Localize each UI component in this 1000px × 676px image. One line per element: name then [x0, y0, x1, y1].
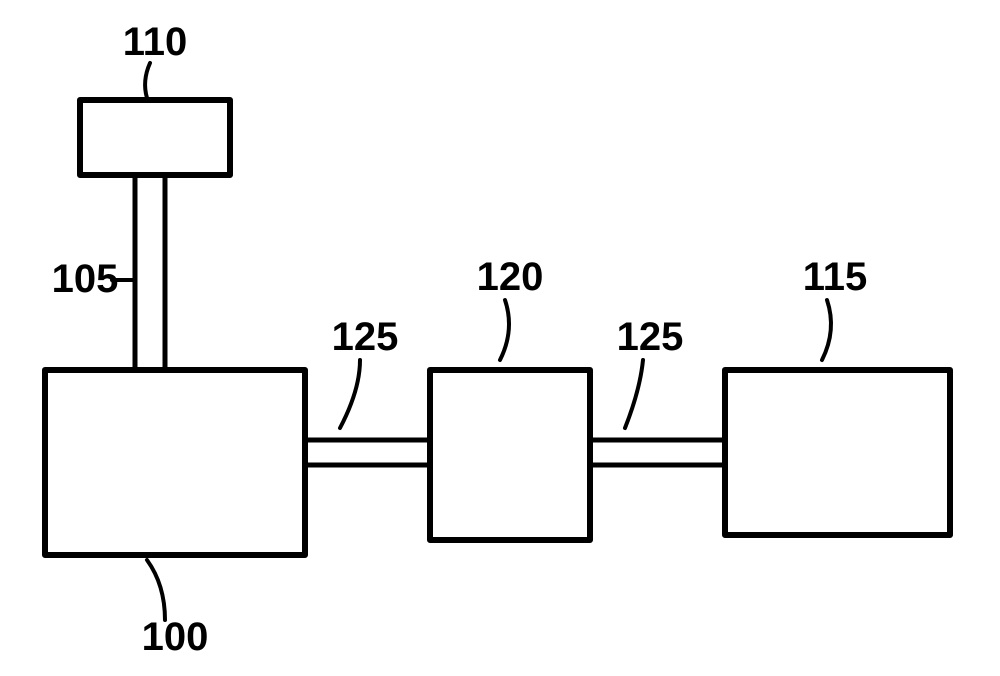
- leader-p125_right: [625, 360, 643, 428]
- leader-p120: [500, 300, 509, 360]
- leader-p115: [822, 300, 831, 360]
- block-b110: [80, 100, 230, 175]
- label-l125_right: 125: [617, 315, 684, 359]
- block-b120: [430, 370, 590, 540]
- leader-p100: [147, 560, 165, 620]
- label-l125_left: 125: [332, 315, 399, 359]
- block-diagram: 110 105 100 125 120 125 115: [0, 0, 1000, 676]
- label-l110: 110: [123, 20, 188, 64]
- connector-c105: [135, 175, 165, 370]
- block-b115: [725, 370, 950, 535]
- connector-c125_left: [305, 440, 430, 465]
- leader-p125_left: [340, 360, 360, 428]
- label-l115: 115: [803, 255, 868, 299]
- connector-c125_right: [590, 440, 725, 465]
- label-l105: 105: [52, 257, 119, 301]
- label-l100: 100: [142, 615, 209, 659]
- label-l120: 120: [477, 255, 544, 299]
- leader-p110: [145, 63, 150, 98]
- block-b100: [45, 370, 305, 555]
